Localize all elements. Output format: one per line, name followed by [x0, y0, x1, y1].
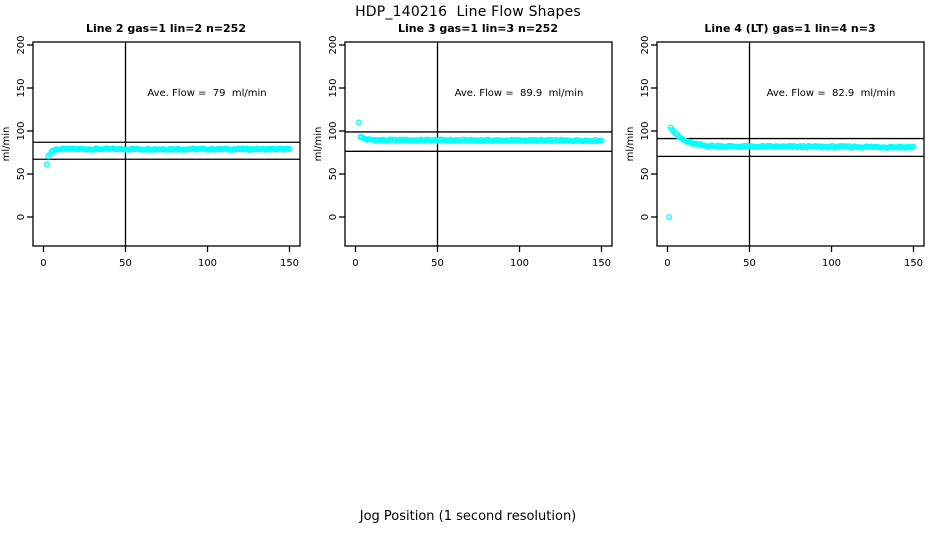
y-tick-label: 100 — [16, 121, 27, 140]
plot-area: 0 50 100 150 0 50 100 150 200 — [640, 35, 925, 269]
plot-area: 0 50 100 150 0 50 100 150 200 — [16, 35, 301, 269]
figure-title: HDP_140216 Line Flow Shapes — [355, 4, 581, 20]
panel-line4: Line 4 (LT) gas=1 lin=4 n=3 ml/min 0 50 10… — [625, 22, 925, 269]
y-tick-label: 200 — [328, 35, 339, 54]
x-tick-label: 50 — [743, 258, 756, 269]
data-point — [666, 214, 673, 220]
data-point — [598, 137, 605, 144]
y-tick-label: 100 — [640, 121, 651, 140]
y-tick-label: 50 — [328, 168, 339, 181]
x-tick-label: 100 — [510, 258, 529, 269]
x-tick-label: 100 — [822, 258, 841, 269]
y-axis-label: ml/min — [625, 127, 636, 162]
y-tick-label: 150 — [328, 78, 339, 97]
x-tick-label: 150 — [280, 258, 299, 269]
y-tick-label: 200 — [640, 35, 651, 54]
y-tick-label: 50 — [640, 168, 651, 181]
x-tick-label: 50 — [119, 258, 132, 269]
data-point — [355, 119, 362, 126]
plot-area: 0 50 100 150 0 50 100 150 200 — [328, 35, 613, 269]
x-tick-label: 150 — [592, 258, 611, 269]
panel-title: Line 3 gas=1 lin=3 n=252 — [398, 22, 558, 35]
y-tick-label: 100 — [328, 121, 339, 140]
ave-flow-annotation: Ave. Flow = 79 ml/min — [147, 88, 266, 99]
x-tick-label: 100 — [198, 258, 217, 269]
y-tick-label: 0 — [640, 214, 651, 220]
data-point — [910, 143, 917, 150]
y-tick-label: 50 — [16, 168, 27, 181]
plot-box — [656, 41, 925, 247]
plot-box — [344, 41, 613, 247]
ave-flow-annotation: Ave. Flow = 82.9 ml/min — [767, 88, 896, 99]
ave-flow-annotation: Ave. Flow = 89.9 ml/min — [455, 88, 584, 99]
plot-box — [32, 41, 301, 247]
y-tick-label: 0 — [16, 214, 27, 220]
panel-title: Line 2 gas=1 lin=2 n=252 — [86, 22, 246, 35]
x-tick-label: 0 — [352, 258, 358, 269]
x-tick-label: 0 — [664, 258, 670, 269]
x-tick-label: 150 — [904, 258, 923, 269]
data-point — [43, 161, 50, 168]
y-tick-label: 150 — [640, 78, 651, 97]
panel-title: Line 4 (LT) gas=1 lin=4 n=3 — [704, 22, 875, 35]
y-tick-label: 0 — [328, 214, 339, 220]
panel-line2: Line 2 gas=1 lin=2 n=252 ml/min 0 50 100 15… — [1, 22, 301, 269]
x-axis-label: Jog Position (1 second resolution) — [359, 509, 577, 524]
x-tick-label: 0 — [40, 258, 46, 269]
data-point — [286, 146, 293, 152]
panel-line3: Line 3 gas=1 lin=3 n=252 ml/min 0 50 100 15… — [313, 22, 613, 269]
y-tick-label: 150 — [16, 78, 27, 97]
x-tick-label: 50 — [431, 258, 444, 269]
y-axis-label: ml/min — [1, 127, 12, 162]
y-tick-label: 200 — [16, 35, 27, 54]
y-axis-label: ml/min — [313, 127, 324, 162]
